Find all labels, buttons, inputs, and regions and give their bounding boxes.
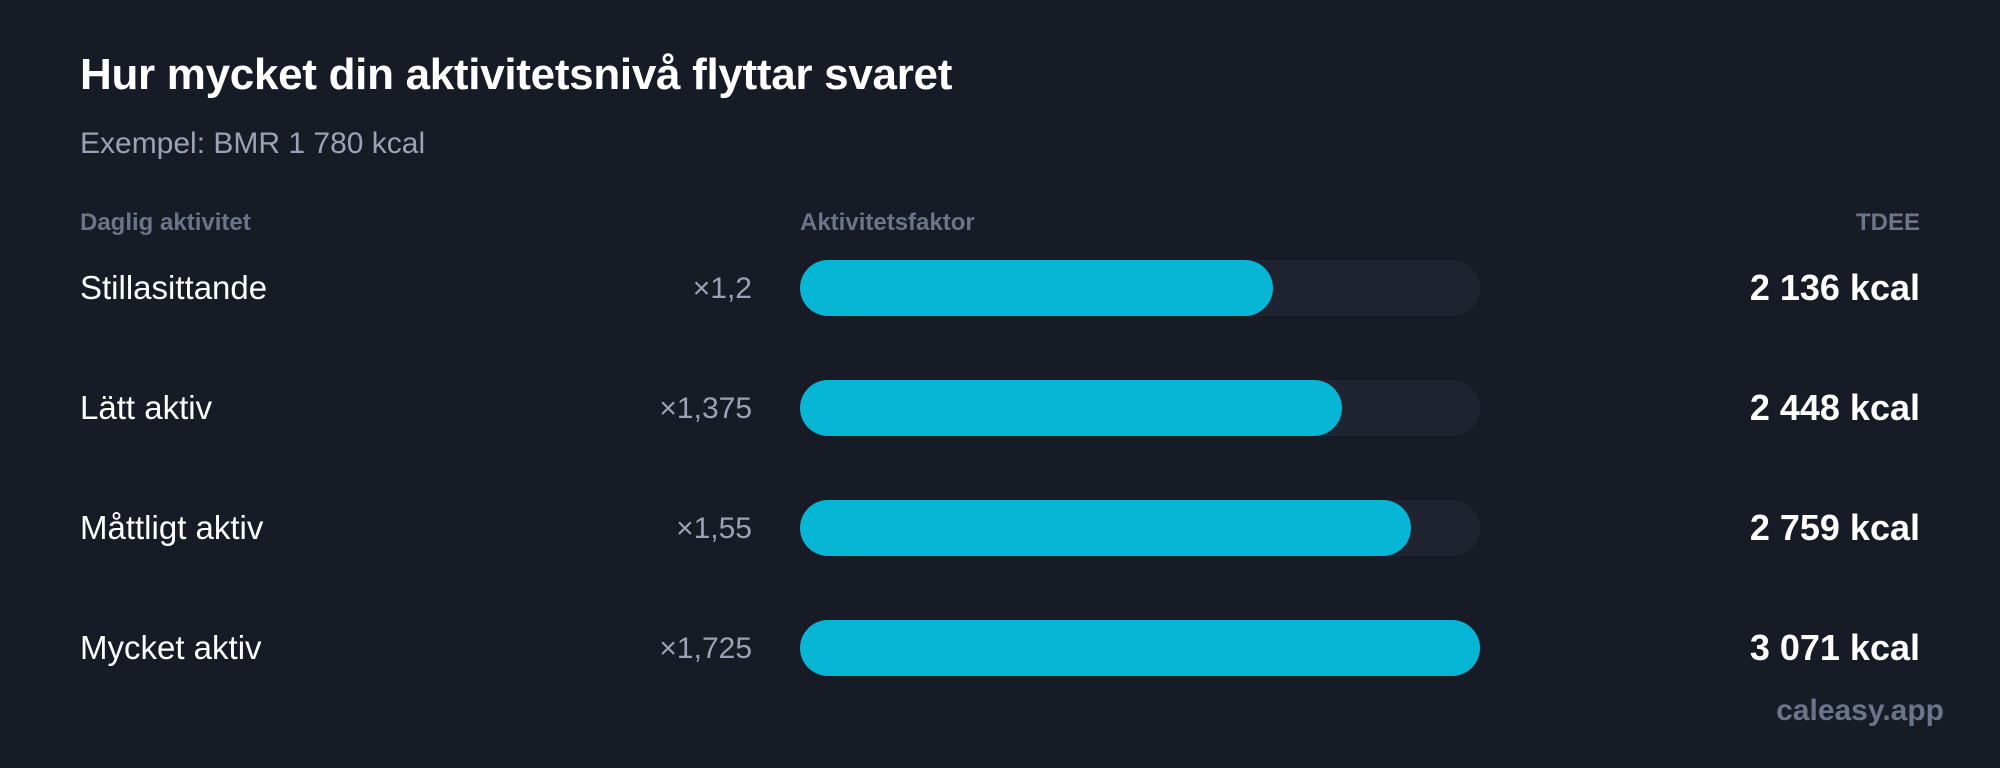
factor-label: ×1,375	[659, 392, 752, 425]
bar	[800, 500, 1411, 556]
factor-label: ×1,2	[692, 272, 752, 305]
category-label: Lätt aktiv	[80, 389, 213, 426]
bar-track	[800, 500, 1480, 556]
bar	[800, 380, 1342, 436]
bar-row: Lätt aktiv ×1,375 2 448 kcal	[0, 380, 2000, 436]
factor-label: ×1,55	[676, 512, 752, 545]
bar-row: Stillasittande ×1,2 2 136 kcal	[0, 260, 2000, 316]
column-header-activity: Daglig aktivitet	[80, 209, 251, 236]
tdee-label: 2 759 kcal	[1749, 507, 1920, 548]
category-label: Mycket aktiv	[80, 629, 262, 666]
bar-track	[800, 260, 1480, 316]
factor-label: ×1,725	[659, 632, 752, 665]
column-header-factor: Aktivitetsfaktor	[800, 209, 975, 236]
bar	[800, 260, 1273, 316]
brand-watermark: caleasy.app	[1776, 694, 1944, 727]
bar-track	[800, 620, 1480, 676]
column-header-tdee: TDEE	[1855, 209, 1920, 236]
category-label: Stillasittande	[80, 269, 268, 306]
chart-title: Hur mycket din aktivitetsnivå flyttar sv…	[80, 50, 953, 99]
tdee-label: 3 071 kcal	[1749, 627, 1920, 668]
bar-row: Mycket aktiv ×1,725 3 071 kcal	[0, 620, 2000, 676]
category-label: Måttligt aktiv	[80, 509, 264, 546]
tdee-label: 2 448 kcal	[1749, 387, 1920, 428]
tdee-label: 2 136 kcal	[1749, 267, 1920, 308]
chart-subtitle: Exempel: BMR 1 780 kcal	[80, 127, 426, 160]
bar-track	[800, 380, 1480, 436]
bar-row: Måttligt aktiv ×1,55 2 759 kcal	[0, 500, 2000, 556]
bar	[800, 620, 1480, 676]
